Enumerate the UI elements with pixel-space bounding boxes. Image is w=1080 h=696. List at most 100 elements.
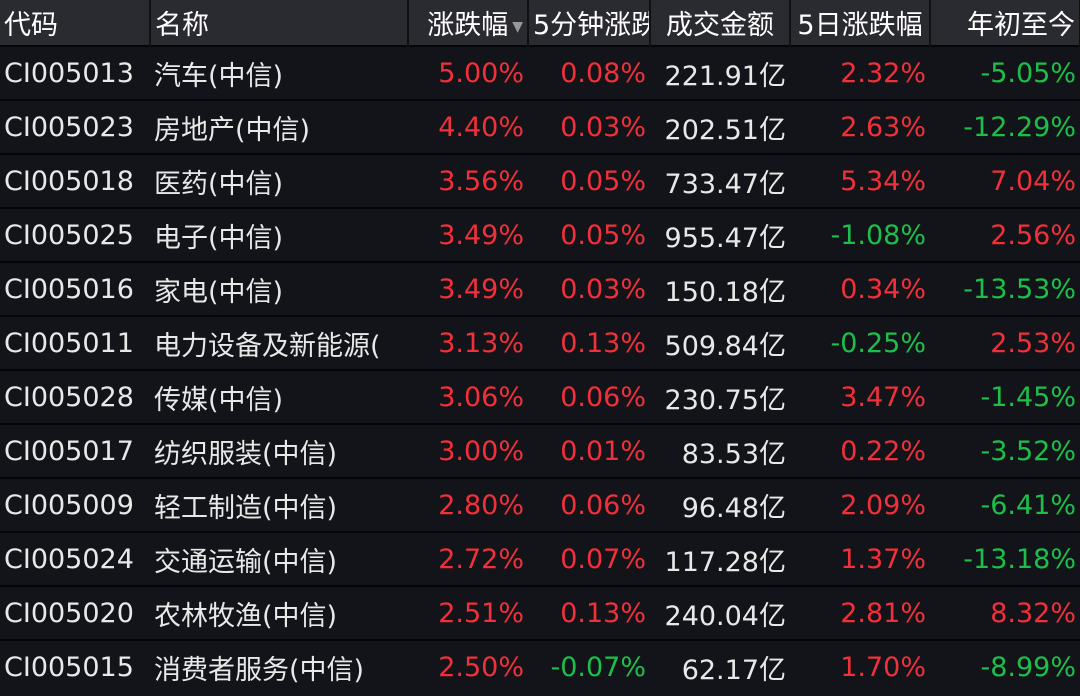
cell-name: 纺织服装(中信): [150, 423, 408, 478]
header-label: 涨跌幅: [427, 10, 509, 41]
cell-5day-change: 0.22%: [790, 423, 930, 478]
cell-name: 轻工制造(中信): [150, 477, 408, 532]
cell-change-pct: 2.51%: [408, 585, 528, 640]
cell-change-pct: 2.50%: [408, 639, 528, 693]
header-ytd[interactable]: 年初至今: [930, 0, 1080, 46]
cell-5min-change: 0.13%: [528, 315, 650, 370]
cell-turnover: 62.17亿: [650, 639, 790, 693]
cell-5day-change: -1.08%: [790, 207, 930, 262]
cell-turnover: 96.48亿: [650, 477, 790, 532]
cell-turnover: 509.84亿: [650, 315, 790, 370]
table-row[interactable]: CI005025 电子(中信) 3.49% 0.05% 955.47亿 -1.08% 2.5…: [0, 207, 1080, 262]
cell-5min-change: 0.13%: [528, 585, 650, 640]
table-row[interactable]: CI005017 纺织服装(中信) 3.00% 0.01% 83.53亿 0.22% -3.…: [0, 423, 1080, 478]
cell-change-pct: 2.72%: [408, 531, 528, 586]
header-label: 5分钟涨跌: [533, 10, 650, 41]
cell-code: CI005028: [0, 369, 150, 424]
cell-5day-change: 2.81%: [790, 585, 930, 640]
cell-turnover: 240.04亿: [650, 585, 790, 640]
cell-code: CI005017: [0, 423, 150, 478]
cell-ytd: -13.53%: [930, 261, 1080, 316]
cell-5min-change: 0.03%: [528, 99, 650, 154]
header-5min-change[interactable]: 5分钟涨跌: [528, 0, 651, 46]
cell-code: CI005011: [0, 315, 150, 370]
cell-ytd: -6.41%: [930, 477, 1080, 532]
cell-turnover: 117.28亿: [650, 531, 790, 586]
header-turnover[interactable]: 成交金额: [650, 0, 791, 46]
cell-ytd: -13.18%: [930, 531, 1080, 586]
cell-5day-change: 2.09%: [790, 477, 930, 532]
cell-change-pct: 4.40%: [408, 99, 528, 154]
cell-5min-change: 0.08%: [528, 45, 650, 100]
header-5day-change[interactable]: 5日涨跌幅: [790, 0, 931, 46]
cell-ytd: 2.53%: [930, 315, 1080, 370]
table-row[interactable]: CI005015 消费者服务(中信) 2.50% -0.07% 62.17亿 1.70% -…: [0, 639, 1080, 693]
cell-5day-change: 2.32%: [790, 45, 930, 100]
cell-change-pct: 3.49%: [408, 261, 528, 316]
cell-5min-change: 0.06%: [528, 477, 650, 532]
table-row[interactable]: CI005020 农林牧渔(中信) 2.51% 0.13% 240.04亿 2.81% 8.…: [0, 585, 1080, 640]
cell-5min-change: 0.01%: [528, 423, 650, 478]
cell-turnover: 83.53亿: [650, 423, 790, 478]
cell-turnover: 221.91亿: [650, 45, 790, 100]
cell-code: CI005023: [0, 99, 150, 154]
cell-change-pct: 3.06%: [408, 369, 528, 424]
cell-name: 医药(中信): [150, 153, 408, 208]
triangle-down-icon: ▼: [512, 18, 523, 35]
cell-change-pct: 3.56%: [408, 153, 528, 208]
cell-ytd: -3.52%: [930, 423, 1080, 478]
cell-name: 房地产(中信): [150, 99, 408, 154]
cell-5min-change: -0.07%: [528, 639, 650, 693]
header-name[interactable]: 名称: [150, 0, 409, 46]
cell-ytd: 7.04%: [930, 153, 1080, 208]
header-label: 成交金额: [666, 10, 774, 41]
header-code[interactable]: 代码: [0, 0, 151, 46]
cell-code: CI005013: [0, 45, 150, 100]
cell-turnover: 230.75亿: [650, 369, 790, 424]
cell-name: 消费者服务(中信): [150, 639, 408, 693]
cell-code: CI005015: [0, 639, 150, 693]
cell-5day-change: 1.70%: [790, 639, 930, 693]
cell-5day-change: -0.25%: [790, 315, 930, 370]
cell-name: 汽车(中信): [150, 45, 408, 100]
table-row[interactable]: CI005024 交通运输(中信) 2.72% 0.07% 117.28亿 1.37% -1…: [0, 531, 1080, 586]
table-row[interactable]: CI005023 房地产(中信) 4.40% 0.03% 202.51亿 2.63% -12…: [0, 99, 1080, 154]
table-row[interactable]: CI005013 汽车(中信) 5.00% 0.08% 221.91亿 2.32% -5.0…: [0, 45, 1080, 100]
cell-ytd: 2.56%: [930, 207, 1080, 262]
cell-ytd: 8.32%: [930, 585, 1080, 640]
header-label: 年初至今: [967, 10, 1075, 41]
cell-name: 电力设备及新能源(: [150, 315, 408, 370]
cell-5day-change: 2.63%: [790, 99, 930, 154]
cell-change-pct: 3.13%: [408, 315, 528, 370]
table-row[interactable]: CI005018 医药(中信) 3.56% 0.05% 733.47亿 5.34% 7.04…: [0, 153, 1080, 208]
cell-ytd: -8.99%: [930, 639, 1080, 693]
cell-5min-change: 0.07%: [528, 531, 650, 586]
cell-turnover: 955.47亿: [650, 207, 790, 262]
table-row[interactable]: CI005028 传媒(中信) 3.06% 0.06% 230.75亿 3.47% -1.4…: [0, 369, 1080, 424]
cell-ytd: -5.05%: [930, 45, 1080, 100]
cell-code: CI005018: [0, 153, 150, 208]
cell-name: 传媒(中信): [150, 369, 408, 424]
table-row[interactable]: CI005016 家电(中信) 3.49% 0.03% 150.18亿 0.34% -13.…: [0, 261, 1080, 316]
header-row: 代码 名称 涨跌幅 ▼ 5分钟涨跌 成交金额 5日涨跌幅 年初至今: [0, 0, 1080, 46]
cell-5min-change: 0.05%: [528, 207, 650, 262]
cell-5day-change: 1.37%: [790, 531, 930, 586]
cell-code: CI005009: [0, 477, 150, 532]
table-row[interactable]: CI005009 轻工制造(中信) 2.80% 0.06% 96.48亿 2.09% -6.…: [0, 477, 1080, 532]
cell-5min-change: 0.03%: [528, 261, 650, 316]
cell-code: CI005016: [0, 261, 150, 316]
cell-ytd: -12.29%: [930, 99, 1080, 154]
cell-5day-change: 3.47%: [790, 369, 930, 424]
table-row[interactable]: CI005011 电力设备及新能源(3.13% 0.13% 509.84亿 -0.25%…: [0, 315, 1080, 370]
cell-turnover: 202.51亿: [650, 99, 790, 154]
cell-name: 农林牧渔(中信): [150, 585, 408, 640]
cell-name: 电子(中信): [150, 207, 408, 262]
cell-code: CI005025: [0, 207, 150, 262]
cell-name: 交通运输(中信): [150, 531, 408, 586]
header-change-pct[interactable]: 涨跌幅 ▼: [408, 0, 529, 46]
cell-change-pct: 3.49%: [408, 207, 528, 262]
cell-5min-change: 0.05%: [528, 153, 650, 208]
cell-code: CI005024: [0, 531, 150, 586]
cell-change-pct: 5.00%: [408, 45, 528, 100]
